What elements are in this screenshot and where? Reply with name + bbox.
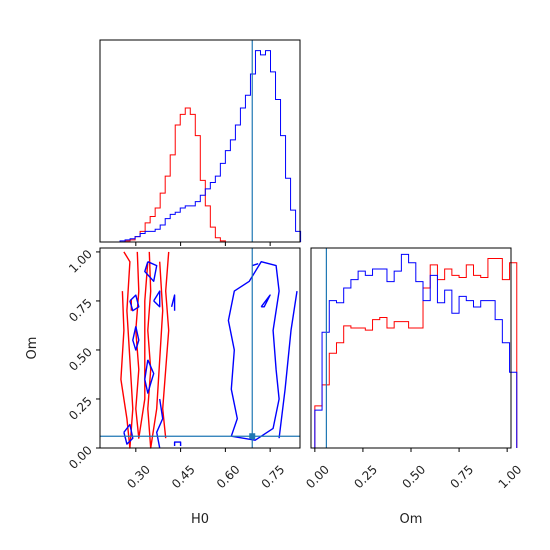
- hist-om-series-blue: [314, 253, 518, 448]
- ylabel-om: Om: [25, 337, 40, 360]
- contour-frame: [99, 247, 301, 449]
- contour-xtick-label: 0.45: [169, 462, 198, 491]
- hist-om-series-red: [314, 258, 518, 448]
- hist-h0-frame: [99, 39, 301, 243]
- contour-blue-13: [123, 423, 134, 445]
- contour-ytick-label: 0.75: [66, 296, 95, 325]
- hist-om-xtick-label: 0.75: [448, 462, 477, 491]
- xlabel-om: Om: [400, 512, 423, 527]
- contour-blue-9: [132, 326, 140, 351]
- hist-om-xtick-label: 0.00: [303, 462, 332, 491]
- contour-blue-8: [144, 261, 158, 282]
- hist-om-xtick-label: 1.00: [496, 462, 525, 491]
- contour-red-1: [135, 251, 149, 439]
- contour-ytick-label: 0.00: [66, 443, 95, 472]
- hist-om-xtick-label: 0.25: [351, 462, 380, 491]
- hist-h0-series-blue: [100, 50, 302, 243]
- contour-xtick-label: 0.60: [214, 462, 243, 491]
- contour-blue-16: [173, 441, 182, 446]
- contour-blue-10: [129, 294, 140, 312]
- hist-om-group: [314, 253, 518, 448]
- contour-ytick-label: 0.25: [66, 394, 95, 423]
- hist-h0-series-red: [100, 107, 301, 243]
- contour-xtick-label: 0.75: [259, 462, 288, 491]
- xlabel-h0: H0: [191, 512, 209, 527]
- hist-om-xtick-label: 0.50: [399, 462, 428, 491]
- contour-blue-15: [156, 398, 164, 449]
- contour-red-0: [120, 251, 134, 449]
- contour-blue-17: [251, 263, 259, 267]
- contour-red-3: [162, 251, 170, 439]
- truth-point: [249, 433, 256, 440]
- contour-blue-14: [170, 294, 176, 311]
- contour-blue-11: [153, 290, 161, 308]
- contour-ytick-label: 0.50: [66, 345, 95, 374]
- contour-red-2: [147, 251, 164, 449]
- contour-blue-7: [260, 294, 271, 308]
- contour-ytick-label: 1.00: [66, 247, 95, 276]
- hist-om-frame: [310, 247, 512, 449]
- contour-blue-6: [278, 290, 298, 439]
- contour-blue-5: [227, 261, 280, 441]
- hist-h0-group: [100, 50, 302, 243]
- contour-group: [120, 251, 298, 449]
- contour-blue-12: [144, 359, 155, 394]
- contour-xtick-label: 0.30: [124, 462, 153, 491]
